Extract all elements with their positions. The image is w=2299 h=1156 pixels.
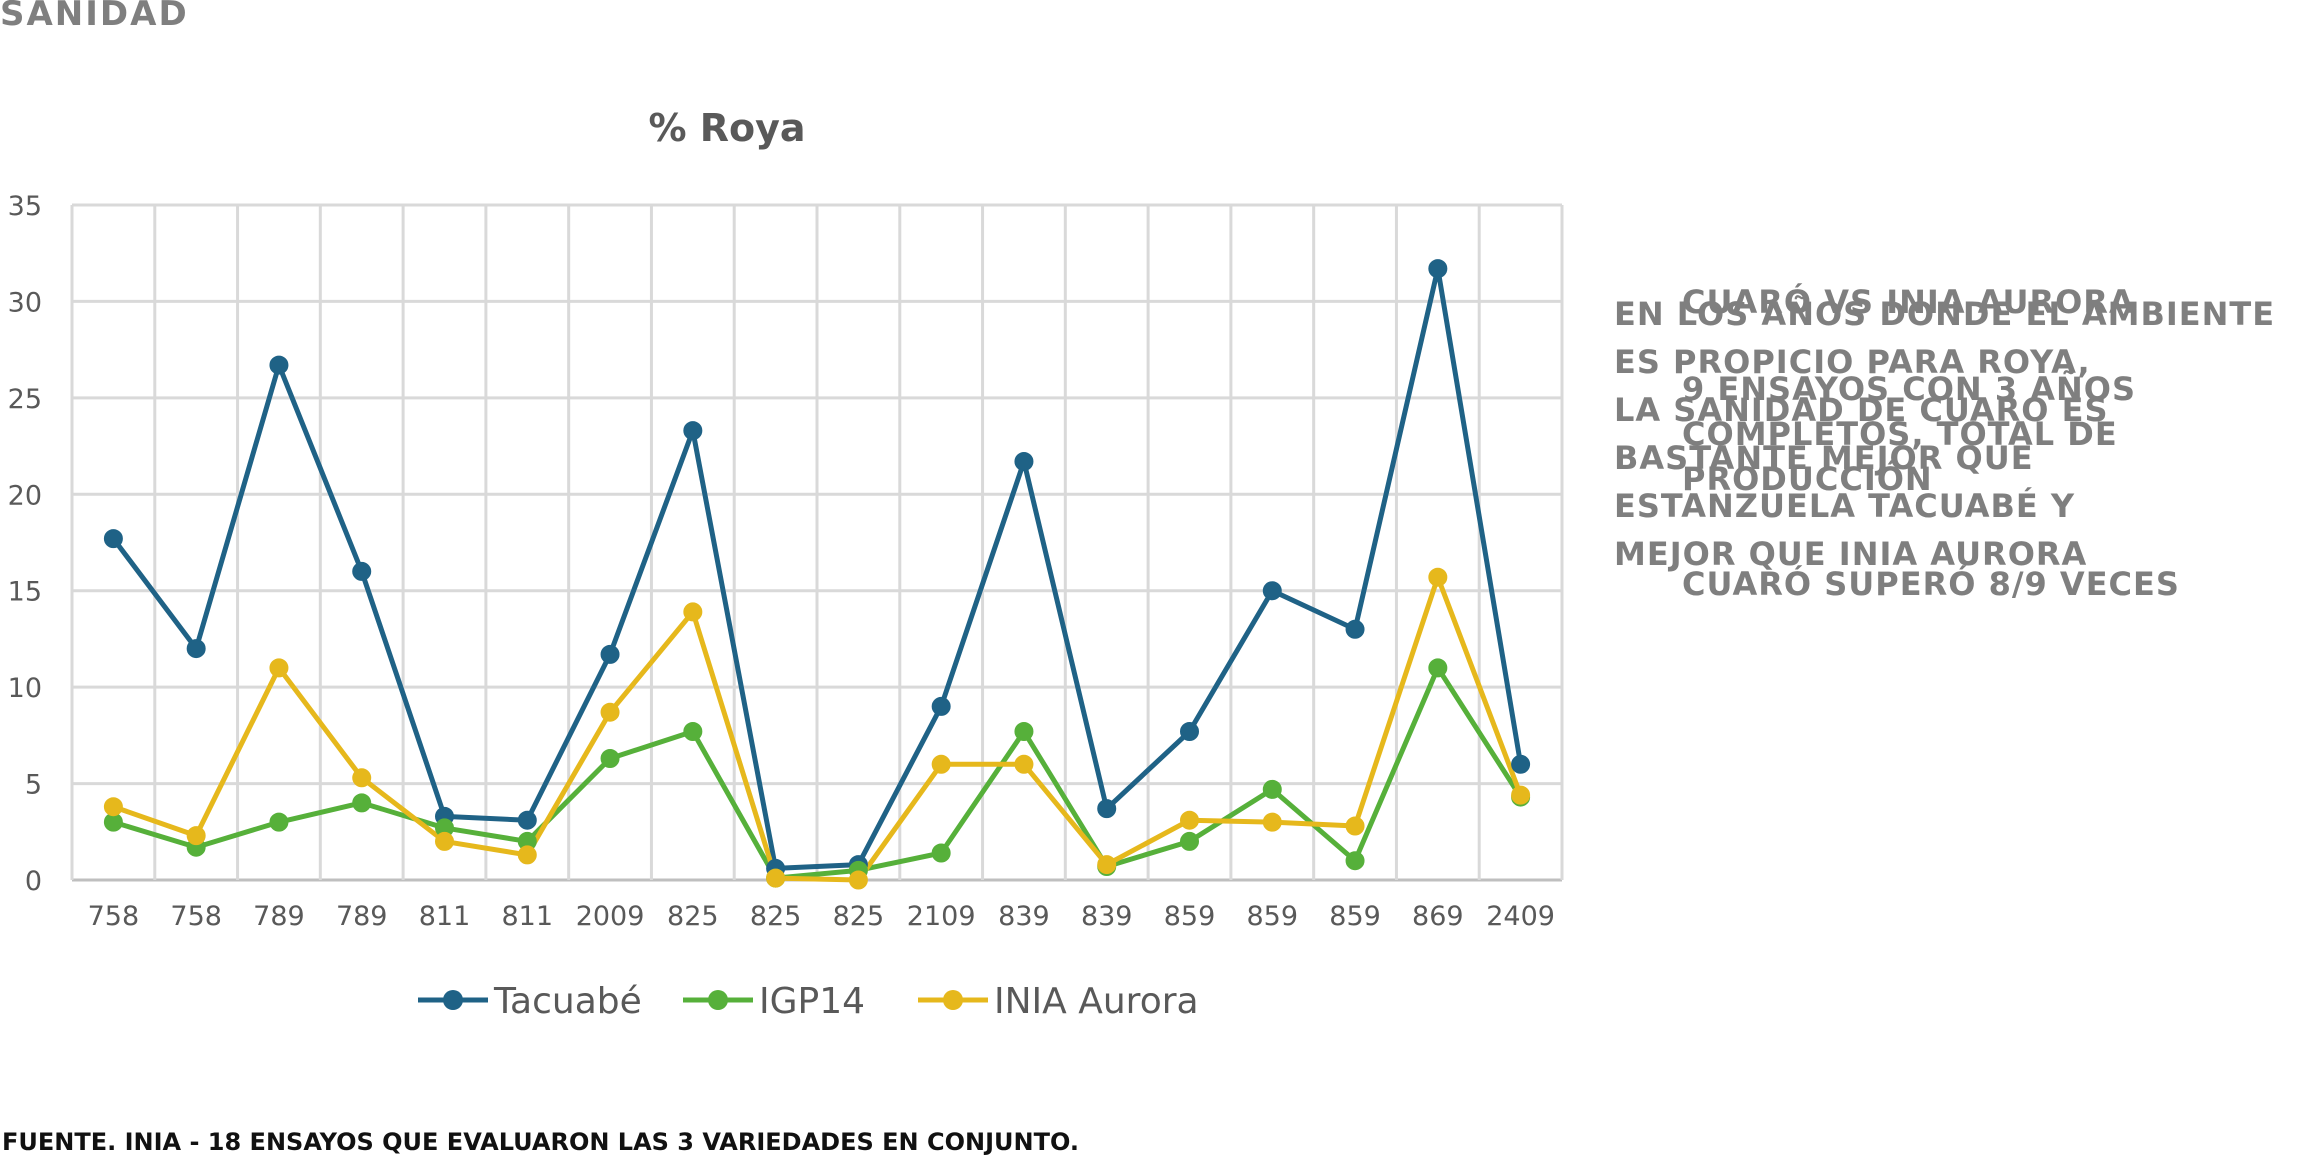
data-point (600, 749, 620, 768)
note-b-line: PRODUCCIÓN (1682, 460, 1933, 498)
data-point (1014, 754, 1034, 774)
y-tick-label: 25 (8, 384, 42, 415)
note-b-result: CUARÓ SUPERÓ 8/9 VECES (1682, 565, 2180, 603)
data-point (1345, 851, 1365, 871)
source-note: FUENTE. INIA - 18 ENSAYOS QUE EVALUARON … (2, 1128, 1079, 1156)
note-a-line: EN LOS AÑOS DONDE EL AMBIENTE (1614, 295, 2276, 333)
data-point (931, 696, 951, 716)
data-point (435, 831, 454, 851)
data-point (683, 421, 703, 441)
y-tick-label: 30 (8, 287, 42, 318)
x-tick-label: 2009 (576, 901, 645, 932)
data-point (1014, 452, 1034, 471)
x-tick-label: 758 (170, 901, 222, 932)
x-tick-label: 825 (750, 901, 802, 932)
note-a-line: ESTANZUELA TACUABÉ Y (1614, 487, 2076, 525)
x-tick-label: 859 (1164, 901, 1216, 932)
data-point (103, 797, 123, 817)
data-point (1345, 816, 1365, 836)
chart-title: % Roya (648, 106, 805, 150)
y-tick-label: 35 (8, 191, 42, 222)
x-tick-label: 869 (1412, 901, 1464, 932)
x-tick-label: 789 (253, 901, 305, 932)
x-tick-label: 811 (419, 901, 471, 932)
series-line (112, 665, 1523, 881)
x-tick-label: 859 (1329, 901, 1381, 932)
page-heading: SANIDAD (0, 0, 189, 34)
x-tick-label: 859 (1247, 901, 1299, 932)
data-point (931, 843, 951, 863)
note-a-line: ES PROPICIO PARA ROYA, (1614, 343, 2091, 381)
x-tick-label: 825 (667, 901, 719, 932)
data-point (1180, 831, 1199, 851)
legend-label: IGP14 (759, 981, 865, 1022)
note-a-line: BASTANTE MEJOR QUE (1614, 439, 2034, 477)
data-point (352, 793, 372, 813)
data-point (1180, 810, 1199, 830)
data-point (848, 870, 868, 890)
note-a-line: MEJOR QUE INIA AURORA (1614, 535, 2088, 573)
y-tick-label: 5 (25, 770, 42, 801)
data-point (1097, 855, 1117, 875)
data-point (517, 845, 537, 865)
data-point (1511, 785, 1531, 805)
data-point (1511, 754, 1531, 774)
chart-container: % Roya 0 5 10 15 20 25 30 35 758 758 789 789 811 811 20… (0, 90, 1580, 1050)
data-point (766, 868, 786, 888)
data-point (352, 561, 372, 581)
note-a-line: LA SANIDAD DE CUARÓ ES (1614, 391, 2109, 429)
data-point (1262, 581, 1282, 601)
note-b-line: COMPLETOS, TOTAL DE (1682, 415, 2118, 453)
legend-marker (443, 990, 463, 1010)
data-point (269, 355, 289, 375)
data-point (600, 644, 620, 664)
x-tick-label: 839 (1081, 901, 1133, 932)
data-point (1262, 812, 1282, 832)
legend-label: INIA Aurora (994, 981, 1199, 1022)
data-point (103, 529, 123, 549)
x-tick-label: 2109 (907, 901, 976, 932)
series-line (112, 574, 1523, 883)
data-point (517, 810, 537, 830)
legend-marker (708, 990, 728, 1010)
note-b-title: CUARÓ VS INIA AURORA (1682, 283, 2135, 321)
data-point (186, 826, 206, 846)
x-tick-label: 758 (88, 901, 140, 932)
data-point (1428, 259, 1448, 279)
data-point (931, 754, 951, 774)
legend-marker (943, 990, 963, 1010)
data-point (1097, 799, 1117, 819)
data-point (1262, 779, 1282, 799)
data-point (600, 702, 620, 722)
y-tick-label: 0 (25, 866, 42, 897)
data-point (269, 658, 289, 678)
data-point (1345, 619, 1365, 639)
data-point (683, 722, 703, 741)
data-point (352, 768, 372, 788)
data-point (1014, 722, 1034, 741)
y-tick-label: 15 (8, 577, 42, 608)
data-point (683, 602, 703, 622)
note-b-line: 9 ENSAYOS CON 3 AÑOS (1682, 370, 2137, 408)
data-point (1428, 658, 1448, 678)
x-tick-label: 839 (998, 901, 1050, 932)
data-point (269, 812, 289, 832)
x-tick-label: 2409 (1486, 901, 1555, 932)
data-point (1180, 722, 1199, 741)
legend-label: Tacuabé (493, 981, 642, 1022)
note-b: CUARÓ VS INIA AURORA 9 ENSAYOS CON 3 AÑO… (1682, 280, 2180, 607)
x-tick-label: 825 (833, 901, 885, 932)
line-chart: % Roya 0 5 10 15 20 25 30 35 758 758 789 789 811 811 20… (8, 106, 1564, 1022)
x-tick-label: 811 (502, 901, 554, 932)
data-point (186, 639, 206, 659)
y-tick-label: 10 (8, 673, 42, 704)
y-tick-label: 20 (8, 480, 42, 511)
data-point (1428, 567, 1448, 587)
x-tick-label: 789 (336, 901, 388, 932)
series-line (111, 266, 1524, 871)
note-a: EN LOS AÑOS DONDE EL AMBIENTE ES PROPICI… (1614, 290, 2275, 578)
